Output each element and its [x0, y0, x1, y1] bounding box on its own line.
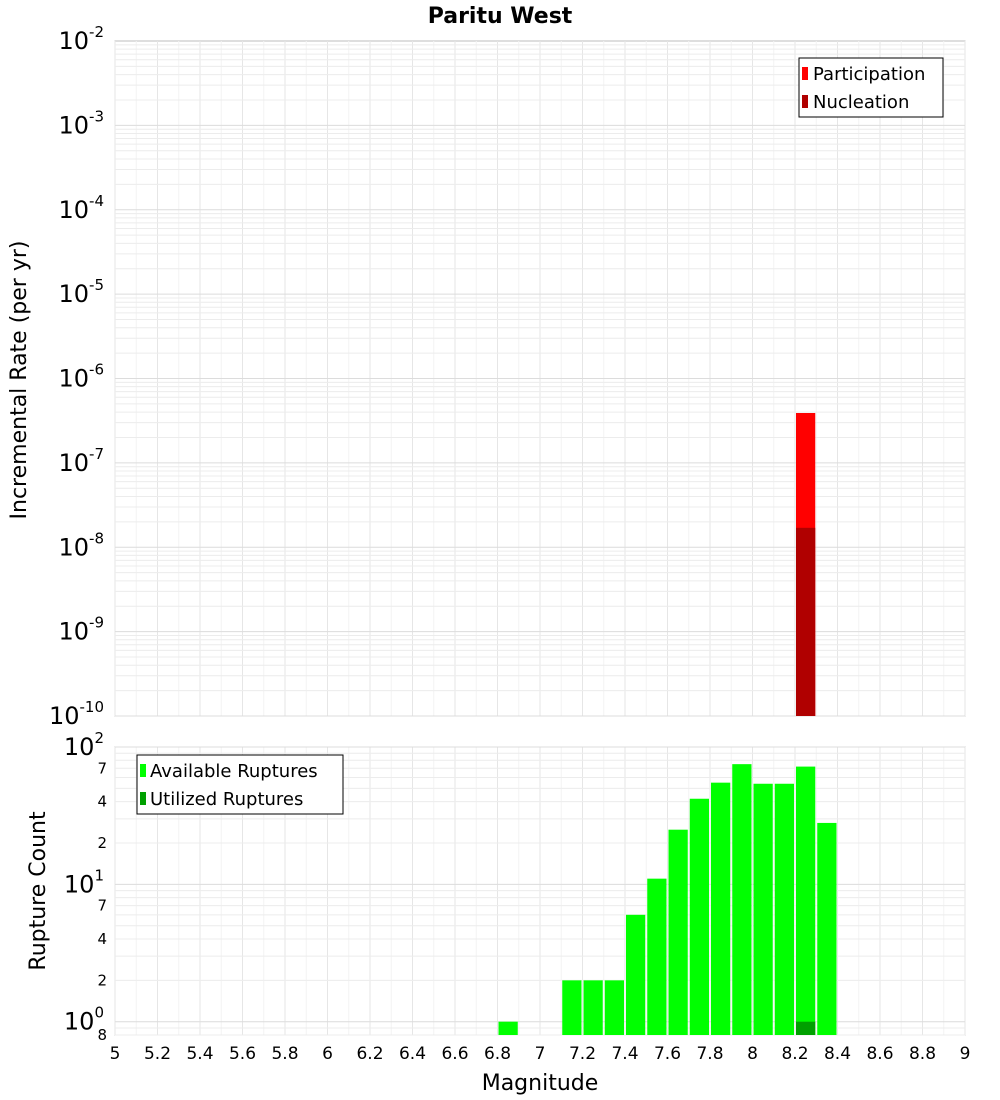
bottom-bar-0-4 — [626, 914, 646, 1035]
bottom-bar-0-3 — [604, 980, 624, 1035]
x-tick-label: 9 — [960, 1044, 971, 1064]
available-ruptures-legend-label: Available Ruptures — [150, 761, 318, 782]
bottom-bar-0-8 — [711, 782, 731, 1035]
bottom-bar-0-12 — [796, 766, 816, 1035]
x-tick-label: 6.4 — [399, 1044, 426, 1064]
top-y-tick-label: 10-6 — [58, 361, 104, 393]
bottom-y-major-tick-label: 102 — [64, 729, 104, 761]
x-tick-label: 7.6 — [654, 1044, 681, 1064]
bottom-bar-0-13 — [817, 822, 837, 1035]
bottom-y-minor-tick-label: 7 — [97, 759, 107, 777]
bottom-y-minor-tick-label: 2 — [97, 971, 107, 989]
bottom-legend-box — [136, 754, 344, 815]
bottom-legend: Available Ruptures Utilized Ruptures — [136, 754, 344, 815]
top-y-tick-label: 10-7 — [58, 445, 104, 477]
x-tick-label: 7.4 — [611, 1044, 638, 1064]
bottom-y-minor-tick-label: 4 — [97, 930, 107, 948]
x-tick-label: 8.8 — [909, 1044, 936, 1064]
top-y-tick-label: 10-9 — [58, 614, 104, 646]
bottom-y-minor-tick-label: 7 — [97, 897, 107, 915]
bottom-bar-0-10 — [753, 783, 773, 1035]
bottom-bar-0-9 — [732, 764, 752, 1035]
x-tick-label: 5.2 — [144, 1044, 171, 1064]
top-legend: Participation Nucleation — [798, 57, 944, 118]
top-grid — [114, 41, 966, 717]
x-tick-label: 7 — [535, 1044, 546, 1064]
x-tick-label: 5.8 — [271, 1044, 298, 1064]
x-axis-label: Magnitude — [482, 1071, 599, 1096]
x-tick-label: 7.8 — [696, 1044, 723, 1064]
x-tick-label: 7.2 — [569, 1044, 596, 1064]
utilized-ruptures-legend-swatch — [140, 792, 146, 805]
bottom-y-major-tick-label: 100 — [64, 1004, 104, 1036]
bottom-bar-0-2 — [583, 980, 603, 1035]
bottom-y-axis: 102 101 100 7 4 2 7 4 2 8 — [64, 729, 107, 1044]
x-tick-label: 6.2 — [356, 1044, 383, 1064]
bottom-y-minor-tick-label: 4 — [97, 793, 107, 811]
bottom-bar-0-1 — [562, 980, 582, 1035]
available-ruptures-legend-swatch — [140, 764, 146, 777]
top-y-tick-label: 10-8 — [58, 529, 104, 561]
utilized-ruptures-legend-label: Utilized Ruptures — [150, 789, 303, 810]
top-y-tick-label: 10-2 — [58, 23, 104, 55]
x-tick-label: 8.2 — [781, 1044, 808, 1064]
top-y-axis-label: Incremental Rate (per yr) — [7, 241, 32, 520]
top-y-tick-label: 10-10 — [49, 698, 104, 730]
top-bar-1-0 — [796, 527, 816, 716]
x-tick-label: 8.4 — [824, 1044, 851, 1064]
x-axis: 5 5.2 5.4 5.6 5.8 6 6.2 6.4 6.6 6.8 7 7.2 7.4 7.6 7.8 8… — [110, 1044, 971, 1064]
x-tick-label: 8.6 — [866, 1044, 893, 1064]
x-tick-label: 6.6 — [441, 1044, 468, 1064]
top-y-tick-label: 10-3 — [58, 107, 104, 139]
bottom-y-axis-label: Rupture Count — [26, 811, 51, 971]
bottom-bar-0-5 — [647, 878, 667, 1035]
bottom-bar-0-0 — [498, 1021, 518, 1035]
nucleation-legend-label: Nucleation — [813, 92, 909, 113]
bottom-bar-1-0 — [796, 1021, 816, 1035]
x-tick-label: 5 — [110, 1044, 121, 1064]
top-y-tick-label: 10-5 — [58, 276, 104, 308]
x-tick-label: 6 — [322, 1044, 333, 1064]
top-y-tick-label: 10-4 — [58, 192, 104, 224]
chart-title: Paritu West — [428, 4, 573, 29]
participation-legend-swatch — [802, 67, 808, 80]
top-y-axis: 10-2 10-3 10-4 10-5 10-6 10-7 10-8 10-9 10-10 — [49, 23, 104, 730]
bottom-bar-0-11 — [774, 783, 794, 1035]
bottom-bar-0-6 — [668, 829, 688, 1035]
bottom-y-minor-tick-label: 8 — [97, 1026, 107, 1044]
x-tick-label: 8 — [747, 1044, 758, 1064]
x-tick-label: 5.4 — [186, 1044, 213, 1064]
bottom-y-major-tick-label: 101 — [64, 866, 104, 898]
bottom-y-minor-tick-label: 2 — [97, 834, 107, 852]
x-tick-label: 5.6 — [229, 1044, 256, 1064]
x-tick-label: 6.8 — [484, 1044, 511, 1064]
top-bars — [796, 413, 816, 716]
nucleation-legend-swatch — [802, 95, 808, 108]
top-legend-box — [798, 57, 944, 118]
bottom-bar-0-7 — [689, 798, 709, 1035]
participation-legend-label: Participation — [813, 64, 925, 85]
bottom-bars — [498, 764, 837, 1035]
